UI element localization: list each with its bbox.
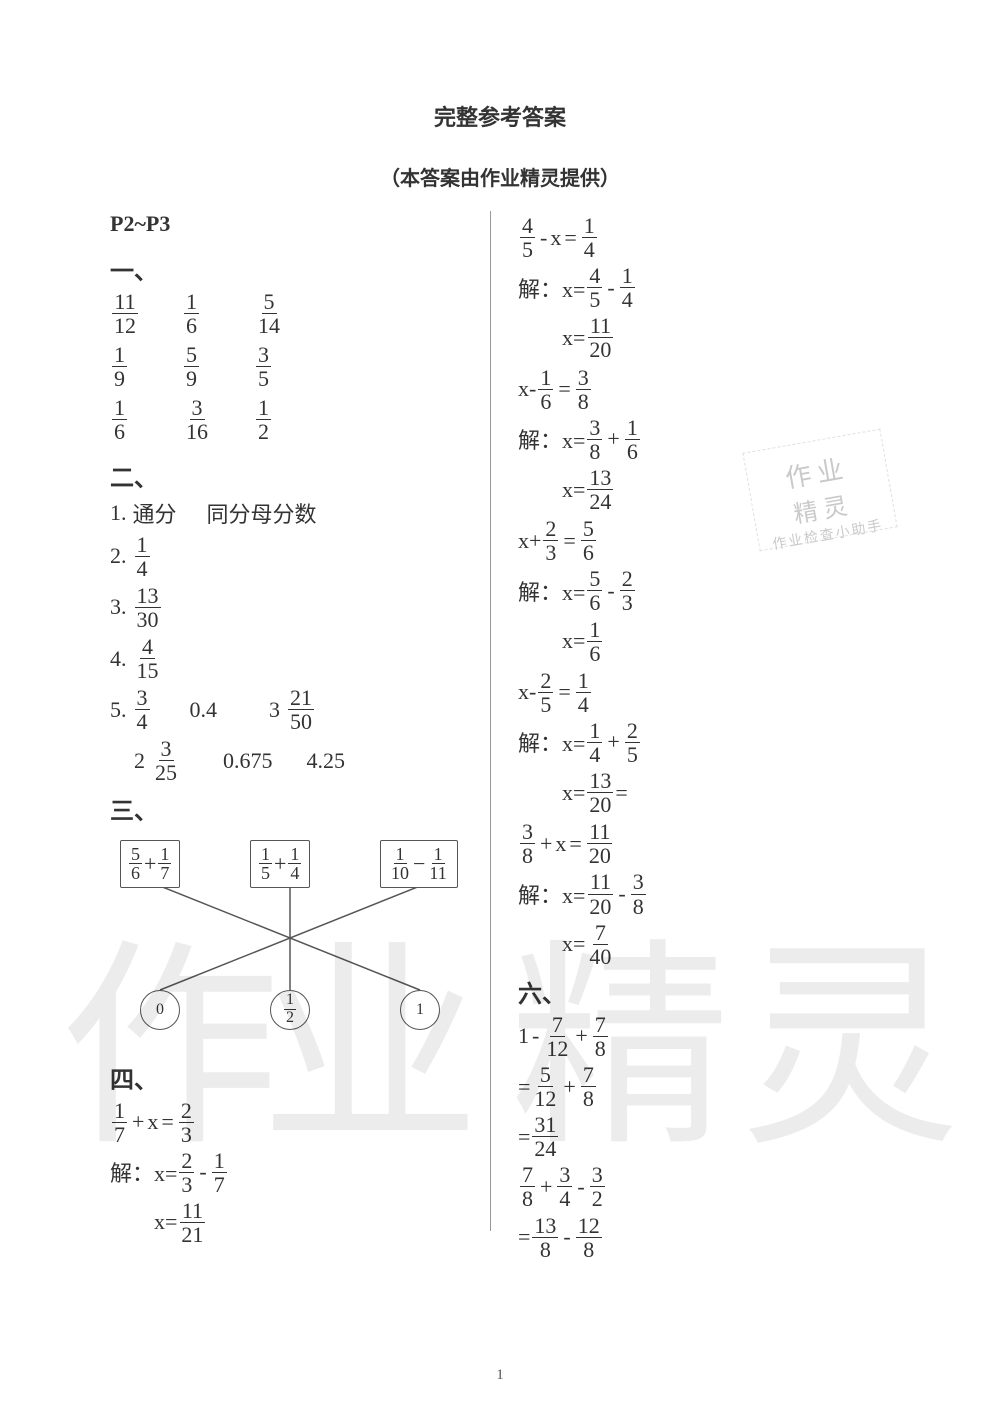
eq-line: x-25=14: [518, 669, 890, 716]
right-column: 45-x=14解：x=45-14x=1120x-16=38解：x=38+16x=…: [490, 211, 890, 1264]
eq-result: x=1320=: [562, 769, 890, 816]
four-res: x= 1121: [154, 1199, 472, 1246]
q2-label: 2.: [110, 543, 127, 569]
title-main: 完整参考答案: [70, 100, 930, 132]
eq-line: 45-x=14: [518, 214, 890, 261]
q1-label: 1.: [110, 500, 127, 526]
one-cell: 16: [182, 290, 254, 337]
q5-mixed3-whole: 3: [269, 697, 280, 723]
eq-solution: 解：x=38+16: [518, 416, 890, 463]
equation-group: 38+x=1120解：x=1120-38x=740: [518, 820, 890, 968]
q1a: 通分: [133, 497, 177, 529]
two-q5-row1: 5. 34 0.4 3 2150: [110, 686, 472, 733]
columns: P2~P3 一、 1112165141959351631612 二、 1. 通分…: [110, 211, 890, 1264]
one-cell: 59: [182, 343, 254, 390]
equation-group: 45-x=14解：x=45-14x=1120: [518, 214, 890, 362]
two-q4: 4. 415: [110, 635, 472, 682]
six-step3: = 138 - 128: [518, 1214, 890, 1261]
q5r2-mixedf: 325: [153, 737, 179, 784]
right-equations: 45-x=14解：x=45-14x=1120x-16=38解：x=38+16x=…: [518, 214, 890, 968]
q3-label: 3.: [110, 594, 127, 620]
eq-result: x=16: [562, 618, 890, 665]
one-cell: 514: [254, 290, 326, 337]
section-two-label: 二、: [110, 458, 472, 493]
three-circle: 1: [400, 990, 440, 1030]
section-six-label: 六、: [518, 974, 890, 1009]
three-circle: 12: [270, 990, 310, 1030]
one-cell: 35: [254, 343, 326, 390]
section-one-label: 一、: [110, 251, 472, 286]
eq-result: x=1324: [562, 466, 890, 513]
section-one-grid: 1112165141959351631612: [110, 290, 472, 444]
q5-label: 5.: [110, 697, 127, 723]
eq-solution: 解：x=14+25: [518, 719, 890, 766]
section-three-diagram: 56+17 15+14 110−111 0 12 1: [110, 840, 460, 1050]
two-q1: 1. 通分 同分母分数: [110, 497, 472, 529]
two-q3: 3. 1330: [110, 584, 472, 631]
eq-result: x=740: [562, 921, 890, 968]
four-eq: 17 + x = 23: [110, 1099, 472, 1146]
one-cell: 19: [110, 343, 182, 390]
eq-solution: 解：x=1120-38: [518, 870, 890, 917]
eq-result: x=1120: [562, 314, 890, 361]
eq-line: x-16=38: [518, 366, 890, 413]
q5-v2: 0.4: [190, 697, 218, 723]
eq-solution: 解：x=56-23: [518, 567, 890, 614]
equation-group: x+23=56解：x=56-23x=16: [518, 517, 890, 665]
q4-label: 4.: [110, 646, 127, 672]
left-column: P2~P3 一、 1112165141959351631612 二、 1. 通分…: [110, 211, 490, 1264]
q1b: 同分母分数: [207, 497, 317, 529]
section-four-label: 四、: [110, 1060, 472, 1095]
four-sol: 解：x= 23 - 17: [110, 1149, 472, 1196]
q5r2-mixedw: 2: [134, 748, 145, 774]
two-q2: 2. 14: [110, 533, 472, 580]
eq-line: x+23=56: [518, 517, 890, 564]
one-cell: 316: [182, 396, 254, 443]
q5r2-v2: 0.675: [223, 748, 273, 774]
page-range: P2~P3: [110, 211, 472, 237]
section-three-label: 三、: [110, 791, 472, 826]
one-cell: 12: [254, 396, 326, 443]
three-box: 110−111: [380, 840, 458, 889]
q5-frac1: 34: [135, 686, 150, 733]
title-sub: （本答案由作业精灵提供）: [70, 162, 930, 191]
three-circle: 0: [140, 990, 180, 1030]
page: 完整参考答案 （本答案由作业精灵提供） P2~P3 一、 11121651419…: [0, 0, 1000, 1414]
eq-solution: 解：x=45-14: [518, 264, 890, 311]
q5r2-v3: 4.25: [307, 748, 346, 774]
three-box: 15+14: [250, 840, 310, 889]
one-cell: 1112: [110, 290, 182, 337]
six-step2: = 3124: [518, 1113, 890, 1160]
six-step1: = 512 + 78: [518, 1063, 890, 1110]
three-box: 56+17: [120, 840, 180, 889]
q3-frac: 1330: [135, 584, 161, 631]
eq-line: 38+x=1120: [518, 820, 890, 867]
q5-mixed3-frac: 2150: [288, 686, 314, 733]
q4-frac: 415: [135, 635, 161, 682]
equation-group: x-25=14解：x=14+25x=1320=: [518, 669, 890, 817]
six-expr1: 1 - 712 + 78: [518, 1013, 890, 1060]
six-expr2: 78 + 34 - 32: [518, 1163, 890, 1210]
page-number: 1: [496, 1367, 504, 1384]
two-q5-row2: 2 325 0.675 4.25: [134, 737, 472, 784]
equation-group: x-16=38解：x=38+16x=1324: [518, 366, 890, 514]
q2-frac: 14: [135, 533, 150, 580]
one-cell: 16: [110, 396, 182, 443]
